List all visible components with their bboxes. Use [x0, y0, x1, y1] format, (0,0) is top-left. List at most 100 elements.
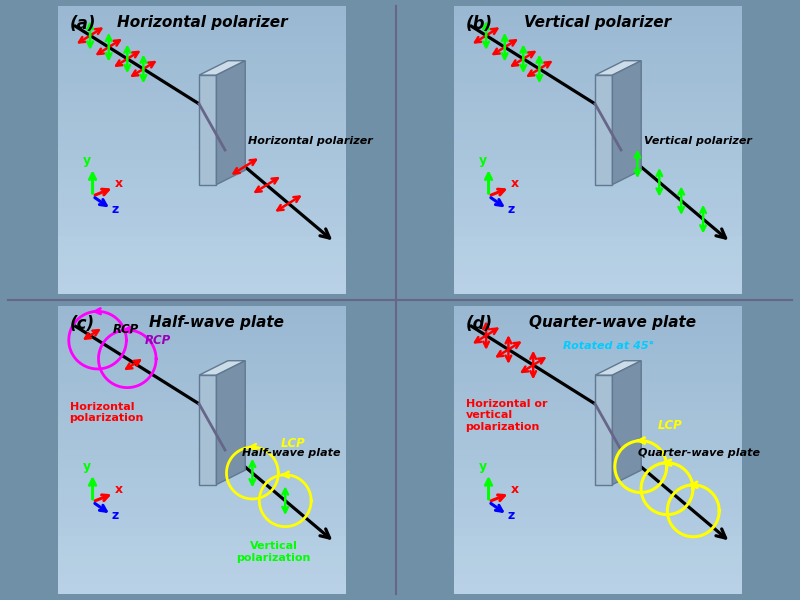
Text: y: y: [82, 460, 90, 473]
Bar: [58, 265, 346, 275]
Bar: [454, 6, 742, 16]
Bar: [58, 54, 346, 64]
Text: LCP: LCP: [658, 419, 682, 432]
Bar: [454, 508, 742, 517]
Bar: [58, 450, 346, 460]
Bar: [454, 64, 742, 73]
Polygon shape: [199, 361, 246, 375]
Bar: [454, 83, 742, 92]
Text: z: z: [111, 203, 118, 216]
Bar: [454, 565, 742, 575]
Bar: [58, 575, 346, 584]
Bar: [454, 498, 742, 508]
Bar: [58, 160, 346, 169]
Text: Half-wave plate: Half-wave plate: [242, 448, 341, 458]
Bar: [454, 188, 742, 198]
Bar: [454, 35, 742, 44]
Bar: [454, 546, 742, 556]
Bar: [454, 306, 742, 316]
Bar: [58, 256, 346, 265]
Bar: [58, 498, 346, 508]
Bar: [454, 160, 742, 169]
Polygon shape: [216, 61, 246, 185]
Bar: [454, 179, 742, 188]
Bar: [454, 208, 742, 217]
Polygon shape: [199, 75, 216, 185]
Bar: [58, 565, 346, 575]
Bar: [58, 73, 346, 83]
Bar: [58, 335, 346, 344]
Polygon shape: [595, 375, 613, 485]
Polygon shape: [199, 375, 216, 485]
Bar: [58, 246, 346, 256]
Text: z: z: [111, 509, 118, 521]
Bar: [454, 421, 742, 431]
Bar: [454, 256, 742, 265]
Bar: [454, 102, 742, 112]
Bar: [58, 44, 346, 54]
Bar: [58, 479, 346, 488]
Bar: [58, 217, 346, 227]
Bar: [58, 508, 346, 517]
Bar: [454, 169, 742, 179]
Text: Horizontal or
vertical
polarization: Horizontal or vertical polarization: [466, 399, 547, 432]
Bar: [58, 440, 346, 450]
Bar: [58, 275, 346, 284]
Bar: [58, 392, 346, 402]
Bar: [454, 556, 742, 565]
Bar: [454, 121, 742, 131]
Bar: [58, 121, 346, 131]
Polygon shape: [216, 361, 246, 485]
Bar: [58, 64, 346, 73]
Bar: [454, 246, 742, 256]
Polygon shape: [613, 61, 642, 185]
Bar: [58, 517, 346, 527]
Text: y: y: [478, 460, 486, 473]
Bar: [454, 16, 742, 25]
Bar: [454, 536, 742, 546]
Bar: [58, 6, 346, 16]
Text: Horizontal polarizer: Horizontal polarizer: [248, 136, 373, 146]
Text: Horizontal
polarization: Horizontal polarization: [70, 402, 144, 424]
Bar: [454, 383, 742, 392]
Bar: [58, 92, 346, 102]
Text: Vertical polarizer: Vertical polarizer: [644, 136, 752, 146]
Bar: [58, 169, 346, 179]
Text: Half-wave plate: Half-wave plate: [149, 314, 284, 329]
Bar: [58, 306, 346, 316]
Bar: [58, 469, 346, 479]
Bar: [58, 83, 346, 92]
Bar: [454, 112, 742, 121]
Bar: [58, 131, 346, 140]
Bar: [58, 16, 346, 25]
Bar: [58, 25, 346, 35]
Bar: [454, 227, 742, 236]
Bar: [454, 54, 742, 64]
Bar: [58, 584, 346, 594]
Bar: [454, 517, 742, 527]
Bar: [454, 373, 742, 383]
Bar: [454, 575, 742, 584]
Bar: [454, 316, 742, 325]
Bar: [454, 479, 742, 488]
Bar: [454, 236, 742, 246]
Bar: [454, 440, 742, 450]
Bar: [58, 536, 346, 546]
Bar: [454, 92, 742, 102]
Text: y: y: [478, 154, 486, 167]
Bar: [58, 188, 346, 198]
Polygon shape: [595, 361, 642, 375]
Bar: [454, 392, 742, 402]
Bar: [58, 284, 346, 294]
Bar: [58, 236, 346, 246]
Text: (c): (c): [70, 314, 94, 332]
Bar: [58, 344, 346, 354]
Text: Vertical
polarization: Vertical polarization: [237, 541, 311, 563]
Bar: [454, 344, 742, 354]
Bar: [58, 460, 346, 469]
Bar: [454, 150, 742, 160]
Bar: [454, 450, 742, 460]
Bar: [58, 421, 346, 431]
Bar: [58, 383, 346, 392]
Bar: [58, 488, 346, 498]
